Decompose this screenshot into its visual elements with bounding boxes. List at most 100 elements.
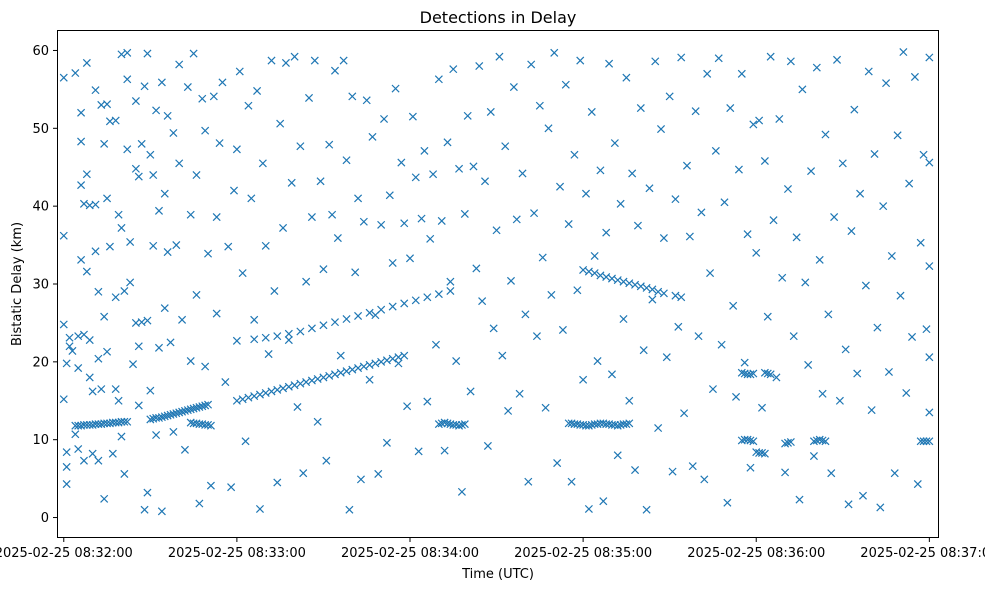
scatter-point <box>590 251 599 260</box>
scatter-point <box>882 79 891 88</box>
scatter-point <box>812 63 821 72</box>
scatter-point <box>411 296 420 305</box>
scatter-point <box>169 128 178 138</box>
scatter-point <box>77 255 86 264</box>
scatter-point <box>146 386 155 395</box>
scatter-point <box>336 351 345 360</box>
scatter-point <box>492 226 501 235</box>
scatter-point <box>850 105 859 114</box>
scatter-point <box>180 445 189 454</box>
scatter-point <box>215 139 224 148</box>
scatter-point <box>478 297 487 306</box>
y-axis-label: Bistatic Delay (km) <box>10 222 25 346</box>
scatter-point <box>922 325 931 334</box>
scatter-point <box>426 234 435 243</box>
scatter-point <box>382 356 391 365</box>
scatter-point <box>633 221 642 230</box>
scatter-point <box>201 362 210 371</box>
scatter-point <box>772 373 781 382</box>
scatter-point <box>175 159 184 168</box>
scatter-point <box>345 505 354 514</box>
scatter-point <box>261 333 270 342</box>
scatter-point <box>723 498 732 507</box>
scatter-point <box>636 104 645 113</box>
scatter-point <box>760 156 769 166</box>
scatter-point <box>469 162 478 171</box>
scatter-point <box>91 247 100 256</box>
scatter-point <box>238 269 247 278</box>
scatter-point <box>105 242 114 251</box>
y-axis: 0 10 20 30 40 50 60 <box>32 44 58 526</box>
scatter-point <box>515 389 524 398</box>
scatter-point <box>642 283 651 292</box>
scatter-point <box>489 324 498 333</box>
scatter-point <box>154 206 164 215</box>
scatter-point <box>662 353 671 362</box>
scatter-point <box>351 268 360 277</box>
scatter-point <box>408 112 417 121</box>
scatter-point <box>134 401 143 410</box>
scatter-point <box>925 408 934 417</box>
scatter-point <box>890 469 899 478</box>
scatter-point <box>362 96 371 105</box>
scatter-point <box>284 336 293 345</box>
scatter-point <box>573 286 582 295</box>
scatter-point <box>79 199 88 208</box>
scatter-point <box>339 56 348 65</box>
scatter-point <box>232 336 241 345</box>
scatter-point <box>720 198 729 207</box>
scatter-point <box>587 107 596 116</box>
scatter-point <box>299 469 308 478</box>
scatter-point <box>714 54 723 63</box>
scatter-point <box>752 248 761 257</box>
scatter-point <box>919 437 928 446</box>
scatter-point <box>841 345 850 354</box>
scatter-point <box>302 277 311 286</box>
scatter-point <box>368 132 377 141</box>
scatter-point <box>749 120 758 129</box>
scatter-point <box>884 367 893 376</box>
scatter-point <box>815 435 824 444</box>
scatter-point <box>192 403 201 412</box>
scatter-point <box>457 487 466 496</box>
scatter-point <box>204 400 213 409</box>
scatter-point <box>123 48 132 57</box>
scatter-point <box>152 430 161 440</box>
scatter-point <box>284 329 293 338</box>
scatter-point <box>163 248 172 257</box>
scatter-point <box>313 417 322 426</box>
scatter-point <box>111 293 120 302</box>
scatter-point <box>290 381 299 390</box>
scatter-point <box>319 373 328 382</box>
scatter-point <box>100 312 109 321</box>
scatter-point <box>330 370 340 379</box>
scatter-point <box>354 364 363 373</box>
scatter-point <box>82 58 91 67</box>
scatter-point <box>680 409 689 418</box>
scatter-point <box>434 75 443 84</box>
x-tick-label: 2025-02-25 08:37:00 <box>860 546 985 561</box>
scatter-point <box>527 60 536 69</box>
scatter-point <box>602 228 611 237</box>
scatter-point <box>919 150 928 159</box>
scatter-point <box>876 503 885 512</box>
scatter-point <box>501 142 510 151</box>
scatter-point <box>856 189 865 198</box>
scatter-point <box>143 488 152 497</box>
scatter-point <box>740 358 749 367</box>
scatter-point <box>564 220 573 229</box>
scatter-point <box>310 56 319 65</box>
scatter-point <box>922 437 931 446</box>
scatter-point <box>446 277 455 286</box>
scatter-point <box>333 234 342 243</box>
scatter-point <box>175 60 184 69</box>
scatter-point <box>873 323 882 332</box>
scatter-point <box>229 186 239 195</box>
scatter-point <box>169 409 178 419</box>
scatter-point <box>821 437 830 446</box>
scatter-point <box>867 406 876 415</box>
scatter-point <box>700 475 709 484</box>
y-tick-label: 60 <box>32 44 49 59</box>
scatter-point <box>656 125 666 134</box>
scatter-point <box>864 67 873 76</box>
